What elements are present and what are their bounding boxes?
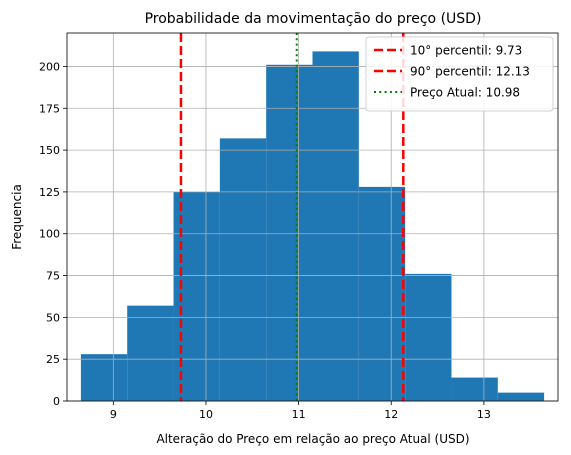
axes: 9 10 11 12 13 0 25 50 75 100 125 150 175 200: [39, 32, 559, 421]
y-tick-label: 175: [39, 102, 60, 115]
legend-label: 90° percentil: 12.13: [410, 65, 530, 79]
x-tick-label: 10: [199, 408, 213, 421]
histogram-bar: [405, 273, 452, 401]
histogram-bar: [266, 64, 313, 402]
x-axis-label: Alteração do Preço em relação ao preço A…: [156, 432, 469, 446]
x-tick-label: 9: [110, 408, 117, 421]
x-tick-label: 11: [292, 408, 306, 421]
y-tick-label: 25: [46, 353, 60, 366]
histogram-bars: [80, 51, 545, 402]
histogram-bar: [497, 392, 545, 401]
y-tick-label: 100: [39, 228, 60, 241]
reference-lines: [179, 33, 405, 401]
y-axis-label: Frequencia: [10, 184, 24, 250]
legend-label: Preço Atual: 10.98: [410, 86, 520, 100]
histogram-bar: [358, 186, 406, 401]
legend-label: 10° percentil: 9.73: [410, 44, 522, 58]
legend-box: [365, 36, 554, 112]
plot-frame: [66, 32, 559, 402]
histogram-bar: [219, 138, 267, 401]
y-tick-label: 75: [46, 270, 60, 283]
histogram-bar: [127, 305, 174, 401]
y-tick-label: 50: [46, 311, 60, 324]
y-tick-label: 125: [39, 186, 60, 199]
histogram-bar: [312, 51, 359, 402]
y-tick-label: 150: [39, 144, 60, 157]
histogram-bar: [80, 354, 128, 401]
y-tick-label: 200: [39, 60, 60, 73]
histogram-bar: [451, 377, 498, 401]
y-tick-label: 0: [53, 395, 60, 408]
chart-title: Probabilidade da movimentação do preço (…: [145, 11, 482, 27]
x-tick-label: 13: [477, 408, 491, 421]
x-tick-label: 12: [384, 408, 398, 421]
legend: 10° percentil: 9.73 90° percentil: 12.13 P…: [365, 36, 554, 112]
